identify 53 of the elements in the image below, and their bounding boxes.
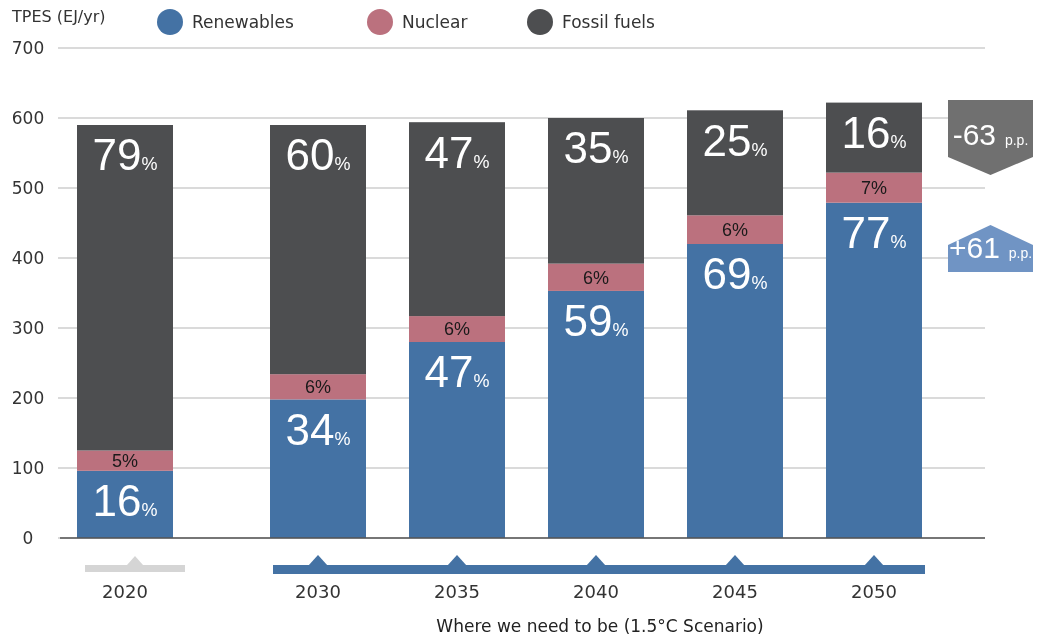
y-axis-title: TPES (EJ/yr) <box>11 7 106 26</box>
annotation: 47% <box>424 347 490 397</box>
bar <box>270 125 366 375</box>
bar <box>687 215 783 244</box>
bar <box>409 342 505 538</box>
annotation: 77% <box>841 208 907 258</box>
annotation: 7% <box>860 177 888 198</box>
bar <box>548 118 644 264</box>
annotation: 6% <box>582 267 610 288</box>
y-tick-label: 200 <box>11 388 45 408</box>
y-tick-label: 0 <box>22 528 34 548</box>
x-tick-label: 2040 <box>573 581 619 602</box>
annotation: 60% <box>285 130 351 180</box>
bar <box>409 122 505 317</box>
bar <box>270 374 366 400</box>
y-tick-label: 400 <box>11 248 45 268</box>
legend-label: Nuclear <box>402 12 468 32</box>
annotation: 79% <box>92 130 158 180</box>
annotation: 34% <box>285 404 351 454</box>
legend-label: Renewables <box>192 12 295 32</box>
y-tick-label: 300 <box>11 318 45 338</box>
annotation: +61 p.p. <box>948 231 1033 264</box>
bar <box>270 399 366 538</box>
annotation: -63 p.p. <box>952 118 1029 151</box>
x-tick-label: 2050 <box>851 581 897 602</box>
bar <box>548 290 644 538</box>
annotation: 59% <box>563 296 629 346</box>
y-tick-label: 100 <box>11 458 45 478</box>
bar <box>826 202 922 538</box>
bar <box>687 244 783 538</box>
annotation: 69% <box>702 249 768 299</box>
x-tick-label: 2035 <box>434 581 480 602</box>
x-tick-label: 2030 <box>295 581 341 602</box>
bar <box>548 263 644 291</box>
y-tick-label: 600 <box>11 108 45 128</box>
annotation: 6% <box>443 319 471 340</box>
y-tick-label: 700 <box>11 38 45 58</box>
annotation: 35% <box>563 123 629 173</box>
bar <box>826 172 922 203</box>
x-tick-label: 2020 <box>102 581 148 602</box>
bar <box>687 110 783 216</box>
legend-label: Fossil fuels <box>562 12 656 32</box>
x-tick-label: 2045 <box>712 581 758 602</box>
annotation: 16% <box>92 476 158 526</box>
annotation: 16% <box>841 108 907 157</box>
x-axis-title: Where we need to be (1.5°C Scenario) <box>436 616 764 636</box>
y-tick-label: 500 <box>11 178 45 198</box>
annotation: 6% <box>721 219 749 240</box>
annotation: 6% <box>304 377 332 398</box>
annotation: 25% <box>702 115 768 165</box>
bar <box>409 316 505 342</box>
annotation: 5% <box>111 450 139 471</box>
annotation: 47% <box>424 127 490 177</box>
